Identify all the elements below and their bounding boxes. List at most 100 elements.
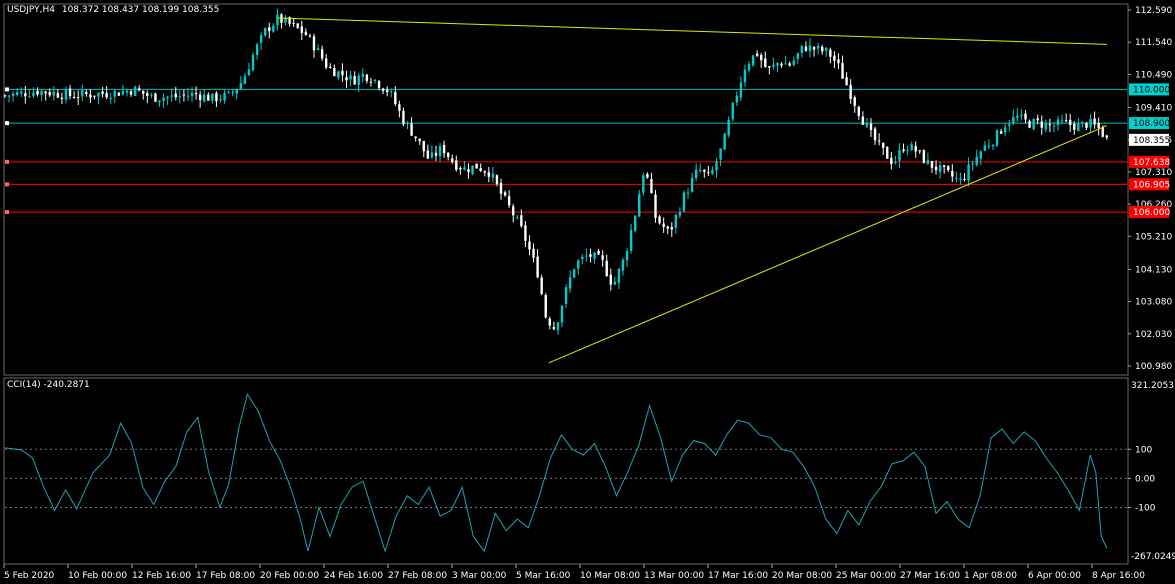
candle-body bbox=[654, 194, 657, 218]
candle-body bbox=[873, 128, 877, 141]
candle-body bbox=[430, 152, 434, 158]
price-tick-label: 110.490 bbox=[1135, 70, 1172, 80]
candle-body bbox=[288, 17, 291, 24]
candle-body bbox=[963, 179, 966, 181]
candle-body bbox=[556, 322, 560, 331]
price-tick-label: 112.590 bbox=[1135, 6, 1172, 16]
candle-body bbox=[85, 92, 88, 95]
candle-body bbox=[707, 172, 710, 174]
candle-body bbox=[20, 91, 23, 94]
candle-body bbox=[938, 165, 942, 172]
candle-body bbox=[861, 116, 865, 125]
level-tag bbox=[1129, 83, 1169, 96]
candle-body bbox=[394, 92, 397, 105]
candle-body bbox=[264, 28, 267, 36]
candle-body bbox=[796, 53, 800, 59]
candle-body bbox=[926, 159, 930, 164]
candle-body bbox=[467, 169, 470, 173]
candle-body bbox=[36, 90, 39, 95]
main-panel-frame bbox=[3, 3, 1129, 376]
candle-body bbox=[272, 25, 275, 32]
candle-body bbox=[670, 227, 673, 230]
candle-body bbox=[101, 91, 104, 94]
candle-body bbox=[1024, 113, 1027, 120]
candle-body bbox=[1101, 127, 1104, 137]
candle-body bbox=[979, 151, 982, 159]
time-tick-label: 20 Mar 08:00 bbox=[772, 571, 832, 581]
candle-body bbox=[898, 150, 901, 161]
cci-scale-min: -267.0249 bbox=[1131, 552, 1175, 562]
level-tag bbox=[1129, 155, 1169, 168]
candle-body bbox=[947, 166, 950, 171]
candle-body bbox=[211, 93, 214, 101]
candle-body bbox=[601, 255, 604, 260]
candle-body bbox=[329, 66, 332, 68]
candle-body bbox=[198, 94, 202, 101]
candle-body bbox=[190, 92, 194, 97]
candle-body bbox=[426, 150, 430, 159]
candle-body bbox=[349, 75, 352, 80]
candle-body bbox=[540, 277, 543, 295]
candle-body bbox=[743, 69, 747, 83]
candle-body bbox=[178, 96, 182, 98]
candle-body bbox=[207, 94, 210, 101]
candle-body bbox=[910, 144, 913, 151]
candle-body bbox=[1081, 121, 1084, 123]
candle-body bbox=[991, 144, 995, 147]
trendlines bbox=[278, 17, 1107, 364]
candle-body bbox=[507, 196, 511, 206]
candle-body bbox=[1008, 124, 1011, 126]
candle-body bbox=[902, 149, 905, 152]
candle-body bbox=[646, 173, 649, 178]
candle-body bbox=[1085, 122, 1088, 128]
candle-body bbox=[235, 89, 238, 94]
candle-body bbox=[276, 14, 279, 26]
candle-body bbox=[605, 260, 608, 276]
candle-body bbox=[487, 172, 491, 177]
candle-body bbox=[845, 77, 848, 86]
candle-body bbox=[918, 150, 921, 152]
candle-body bbox=[15, 92, 19, 96]
candle-body bbox=[121, 91, 125, 95]
candle-body bbox=[365, 74, 369, 81]
candle-body bbox=[1032, 119, 1035, 130]
time-tick-label: 12 Feb 16:00 bbox=[132, 571, 191, 581]
level-tag-label: 106.905 bbox=[1133, 180, 1170, 190]
candle-body bbox=[516, 217, 519, 219]
candle-body bbox=[682, 192, 686, 212]
candle-body bbox=[552, 327, 556, 330]
candle-body bbox=[560, 305, 564, 323]
candle-body bbox=[1016, 115, 1019, 118]
level-tag-label: 106.000 bbox=[1133, 208, 1170, 218]
candle-body bbox=[280, 14, 283, 24]
candle-body bbox=[1056, 119, 1060, 126]
level-handle bbox=[5, 87, 9, 92]
time-tick-label: 1 Apr 08:00 bbox=[964, 571, 1017, 581]
candle-body bbox=[89, 94, 92, 98]
candle-body bbox=[971, 163, 974, 165]
cci-scale-max: 321.2053 bbox=[1131, 381, 1174, 391]
candle-body bbox=[727, 120, 730, 136]
candle-body bbox=[76, 96, 80, 98]
candle-body bbox=[666, 226, 669, 229]
candle-body bbox=[589, 254, 592, 258]
candle-body bbox=[333, 68, 336, 77]
candle-body bbox=[650, 179, 653, 194]
candle-body bbox=[922, 150, 926, 163]
candle-body bbox=[633, 215, 637, 232]
candle-body bbox=[129, 91, 133, 95]
candle-body bbox=[881, 142, 885, 148]
candle-body bbox=[406, 122, 409, 124]
time-tick-label: 8 Apr 16:00 bbox=[1092, 571, 1145, 581]
time-tick-label: 24 Feb 16:00 bbox=[324, 571, 383, 581]
candle-body bbox=[520, 215, 523, 227]
time-tick-label: 5 Feb 2020 bbox=[4, 571, 55, 581]
level-tag bbox=[1129, 206, 1169, 219]
candle-body bbox=[72, 96, 76, 98]
candle-body bbox=[133, 86, 137, 96]
candle-body bbox=[1028, 120, 1031, 128]
candle-body bbox=[377, 81, 381, 88]
candle-body bbox=[544, 294, 547, 318]
candles bbox=[3, 8, 1109, 335]
candle-body bbox=[284, 17, 287, 23]
